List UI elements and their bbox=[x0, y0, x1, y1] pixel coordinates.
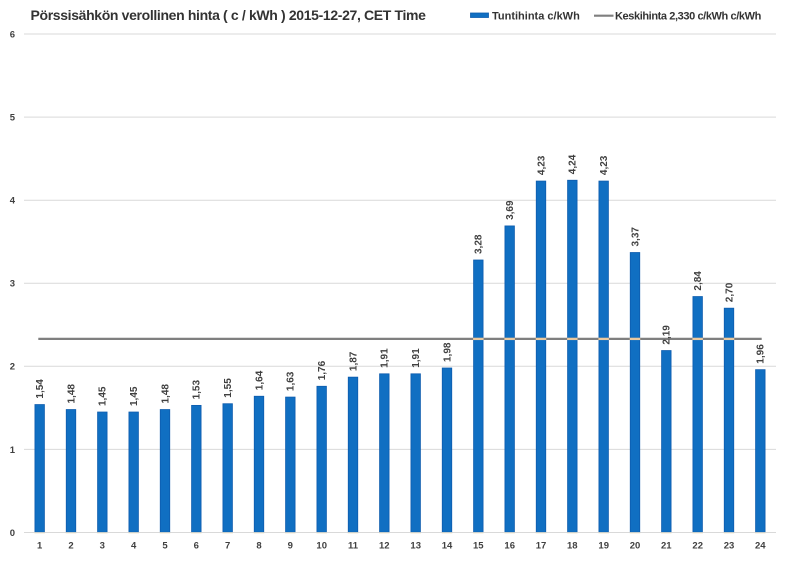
svg-text:1,98: 1,98 bbox=[442, 342, 453, 362]
svg-text:19: 19 bbox=[598, 541, 609, 552]
svg-text:18: 18 bbox=[567, 541, 578, 552]
svg-text:15: 15 bbox=[473, 541, 484, 552]
svg-text:1,76: 1,76 bbox=[317, 360, 328, 380]
svg-text:14: 14 bbox=[442, 541, 453, 552]
svg-text:3,37: 3,37 bbox=[630, 227, 641, 247]
svg-text:4: 4 bbox=[10, 196, 16, 207]
svg-text:11: 11 bbox=[348, 541, 359, 552]
svg-text:7: 7 bbox=[225, 541, 230, 552]
svg-text:1,48: 1,48 bbox=[66, 384, 77, 404]
svg-text:4,23: 4,23 bbox=[536, 155, 547, 175]
svg-text:1,54: 1,54 bbox=[35, 379, 46, 399]
svg-text:1,91: 1,91 bbox=[411, 348, 422, 368]
svg-text:2,84: 2,84 bbox=[693, 271, 704, 291]
svg-text:2: 2 bbox=[10, 362, 15, 373]
svg-text:1,45: 1,45 bbox=[129, 386, 140, 406]
svg-text:9: 9 bbox=[288, 541, 293, 552]
svg-text:2: 2 bbox=[68, 541, 73, 552]
svg-text:24: 24 bbox=[755, 541, 766, 552]
svg-text:6: 6 bbox=[10, 29, 15, 40]
svg-text:4: 4 bbox=[131, 541, 137, 552]
svg-text:1,48: 1,48 bbox=[160, 384, 171, 404]
svg-text:23: 23 bbox=[724, 541, 735, 552]
svg-text:Keskihinta 2,330 c/kWh c/kWh: Keskihinta 2,330 c/kWh c/kWh bbox=[615, 11, 762, 23]
svg-text:4,24: 4,24 bbox=[568, 154, 579, 174]
svg-text:3: 3 bbox=[100, 541, 105, 552]
svg-text:1,91: 1,91 bbox=[380, 348, 391, 368]
svg-text:0: 0 bbox=[10, 528, 15, 539]
svg-text:2,70: 2,70 bbox=[724, 282, 735, 302]
svg-text:1,53: 1,53 bbox=[192, 379, 203, 399]
svg-text:1,64: 1,64 bbox=[254, 370, 265, 390]
svg-text:21: 21 bbox=[661, 541, 672, 552]
svg-text:4,23: 4,23 bbox=[599, 155, 610, 175]
svg-text:3,69: 3,69 bbox=[505, 200, 516, 220]
svg-text:1,96: 1,96 bbox=[756, 344, 767, 364]
svg-text:17: 17 bbox=[536, 541, 547, 552]
svg-text:1,87: 1,87 bbox=[348, 351, 359, 371]
svg-text:3: 3 bbox=[10, 279, 15, 290]
svg-text:2,19: 2,19 bbox=[662, 325, 673, 345]
svg-text:1,63: 1,63 bbox=[286, 371, 297, 391]
svg-text:Pörssisähkön verollinen hinta: Pörssisähkön verollinen hinta ( c / kWh … bbox=[31, 7, 427, 23]
svg-text:6: 6 bbox=[194, 541, 199, 552]
svg-text:1: 1 bbox=[37, 541, 43, 552]
svg-text:3,28: 3,28 bbox=[474, 234, 485, 254]
svg-text:13: 13 bbox=[410, 541, 421, 552]
svg-text:10: 10 bbox=[316, 541, 327, 552]
svg-text:16: 16 bbox=[504, 541, 515, 552]
svg-text:5: 5 bbox=[162, 541, 168, 552]
svg-text:Tuntihinta c/kWh: Tuntihinta c/kWh bbox=[492, 11, 580, 23]
svg-text:1,55: 1,55 bbox=[223, 378, 234, 398]
svg-text:5: 5 bbox=[10, 113, 16, 124]
svg-text:22: 22 bbox=[692, 541, 703, 552]
svg-text:20: 20 bbox=[630, 541, 641, 552]
svg-text:12: 12 bbox=[379, 541, 390, 552]
svg-text:1,45: 1,45 bbox=[98, 386, 109, 406]
svg-text:1: 1 bbox=[10, 445, 16, 456]
svg-text:8: 8 bbox=[256, 541, 261, 552]
